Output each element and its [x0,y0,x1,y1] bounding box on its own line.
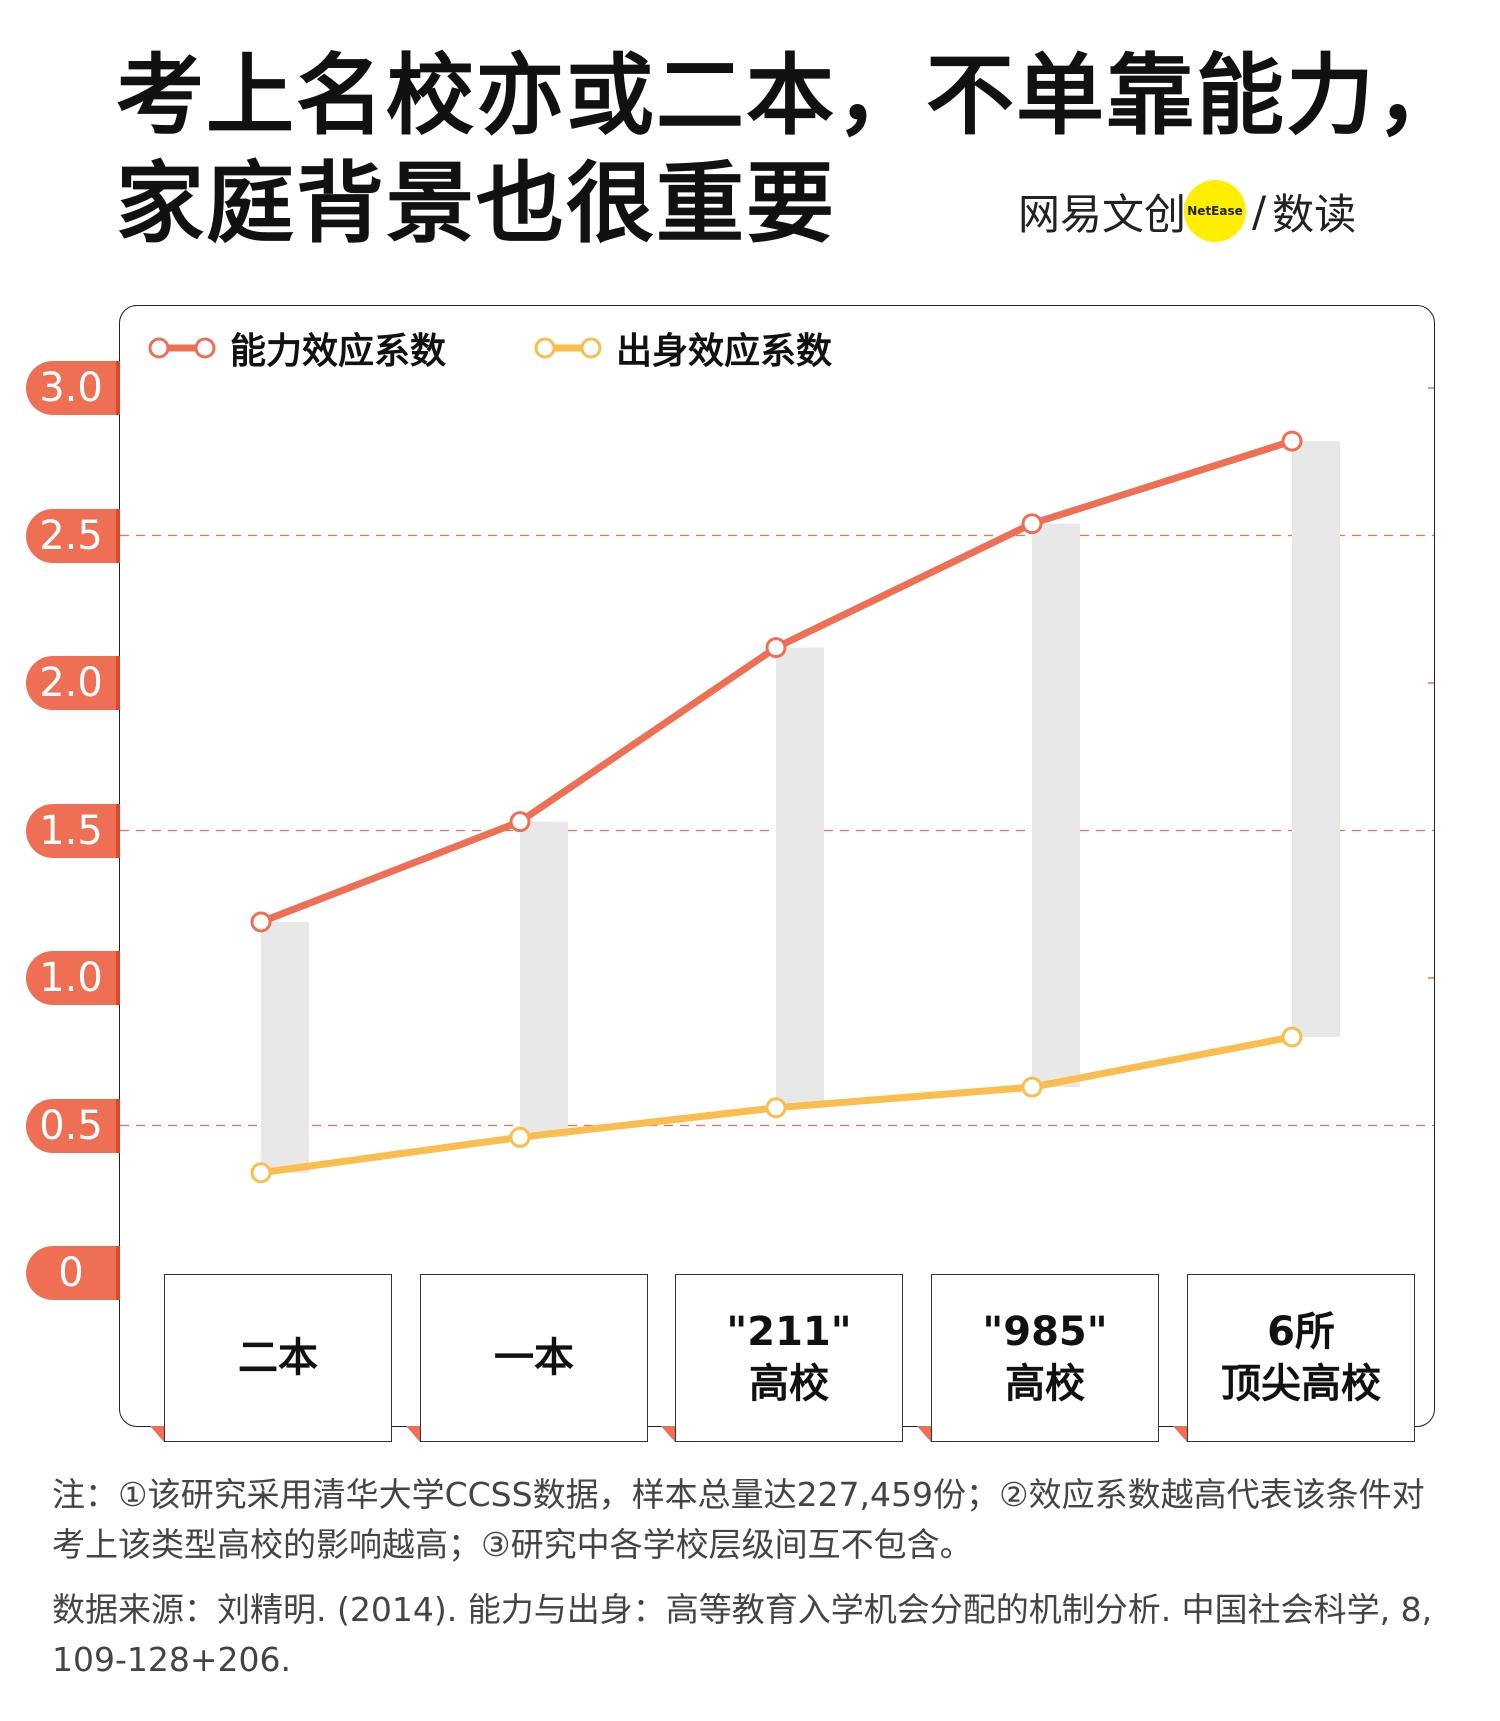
legend-ability-icon [148,337,216,359]
origin-point [1021,1076,1043,1098]
brand-badge: NetEase [1184,180,1247,242]
y-tick-label: 2.5 [26,508,120,563]
origin-point [1281,1026,1303,1048]
y-tick-label: 3.0 [26,361,120,415]
y-tick-label: 2.0 [26,656,120,710]
legend-ability-label: 能力效应系数 [230,331,447,372]
data-source: 数据来源：刘精明. (2014). 能力与出身：高等教育入学机会分配的机制分析.… [52,1590,1433,1679]
category-label: "985" 高校 [931,1274,1159,1442]
brand-logo: 网易文创 NetEase / 数读 [1018,180,1356,242]
category-label: "211" 高校 [675,1274,903,1442]
category-corner [406,1426,420,1442]
brand-left: 网易文创 [1018,189,1187,239]
category-corner [917,1426,931,1442]
origin-point [250,1162,272,1184]
origin-point [765,1097,787,1119]
y-tick-label: 0.5 [26,1098,120,1153]
category-corner [150,1426,164,1442]
category-label: 二本 [164,1274,392,1442]
category-label: 6所 顶尖高校 [1187,1274,1415,1442]
gap-bar [520,821,568,1138]
title-line-1: 考上名校亦或二本，不单靠能力， [116,44,1467,147]
category-corner [1173,1426,1187,1442]
brand-separator: / [1252,186,1267,236]
ability-point [1281,430,1303,452]
y-tick-label: 1.0 [26,951,120,1005]
footnote: 注：①该研究采用清华大学CCSS数据，样本总量达227,459份；②效应系数越高… [52,1475,1425,1564]
gap-bar [1292,441,1340,1038]
legend-origin: 出身效应系数 [534,322,832,374]
gap-bar [776,647,824,1108]
y-tick-label: 1.5 [26,803,120,858]
legend-origin-label: 出身效应系数 [616,331,833,372]
ability-point [765,637,787,659]
gap-bar [1032,523,1080,1088]
ability-point [250,911,272,933]
title-line-2: 家庭背景也很重要 [116,152,837,255]
legend-ability: 能力效应系数 [148,322,446,374]
gap-bar [261,921,309,1173]
category-corner [661,1426,675,1442]
ability-point [1021,513,1043,535]
brand-right: 数读 [1272,189,1357,239]
y-tick-label: 0 [26,1246,120,1300]
legend-origin-icon [534,337,602,359]
origin-point [509,1126,531,1148]
ability-point [509,811,531,833]
category-label: 一本 [420,1274,648,1442]
